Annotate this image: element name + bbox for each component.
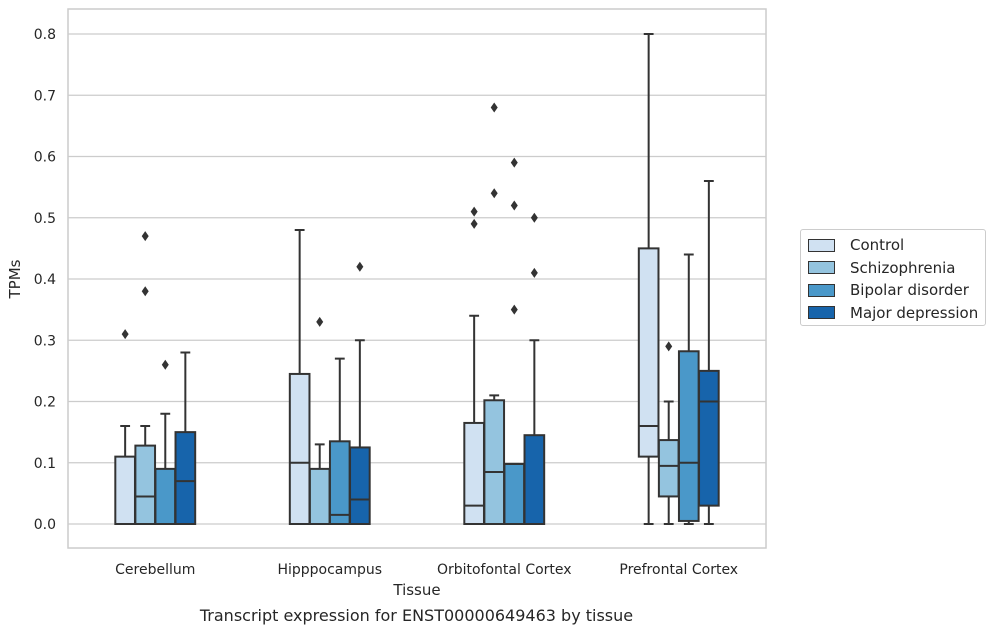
box: [114, 455, 136, 525]
legend-item: Schizophrenia: [808, 258, 955, 278]
legend-label: Control: [850, 236, 905, 254]
outlier-point: [161, 359, 169, 370]
legend-item: Control: [808, 235, 904, 255]
x-tick-label: Prefrontal Cortex: [619, 562, 738, 578]
y-tick-label: 0.6: [34, 150, 56, 166]
outlier-point: [510, 200, 518, 211]
legend-item: Bipolar disorder: [808, 280, 969, 300]
legend-item: Major depression: [808, 303, 978, 323]
outlier-point: [490, 102, 498, 113]
chart-caption: Transcript expression for ENST0000064946…: [199, 606, 634, 625]
box: [523, 434, 546, 525]
outlier-point: [530, 267, 538, 278]
box: [698, 369, 720, 507]
box: [657, 439, 680, 498]
series-schizophrenia: [134, 102, 680, 526]
box: [134, 444, 157, 526]
y-axis-ticks: 0.0 0.1 0.2 0.3 0.4 0.5 0.6 0.7 0.8: [34, 27, 56, 533]
y-tick-label: 0.5: [34, 211, 56, 227]
legend-swatch: [808, 238, 835, 252]
box: [308, 467, 331, 525]
outlier-point: [470, 218, 478, 229]
legend-label: Schizophrenia: [850, 258, 956, 277]
series-control: [114, 33, 660, 525]
box: [483, 399, 506, 525]
outlier-point: [665, 341, 673, 352]
outlier-point: [510, 304, 518, 315]
box-plot-series: [114, 33, 720, 526]
series-bipolar-disorder: [154, 157, 700, 526]
outlier-point: [356, 261, 364, 272]
y-tick-label: 0.3: [34, 333, 56, 349]
box: [463, 421, 485, 525]
legend: Control Schizophrenia Bipolar disorder Majo…: [800, 229, 986, 326]
outlier-point: [530, 212, 538, 223]
legend-label: Bipolar disorder: [850, 281, 969, 299]
box: [154, 467, 177, 525]
box: [174, 431, 197, 525]
outlier-point: [121, 329, 129, 340]
series-major-depression: [174, 180, 720, 525]
box: [349, 446, 371, 525]
legend-swatch: [808, 283, 835, 297]
x-tick-label: Orbitofontal Cortex: [437, 562, 572, 578]
legend-label: Major depression: [850, 303, 979, 322]
y-tick-label: 0.8: [34, 27, 56, 43]
y-tick-label: 0.7: [34, 88, 56, 104]
x-tick-label: Hipppocampus: [277, 562, 382, 578]
outlier-point: [510, 157, 518, 168]
y-tick-label: 0.1: [34, 456, 56, 472]
box: [328, 440, 351, 525]
plot-frame: [67, 8, 767, 549]
y-tick-label: 0.4: [34, 272, 56, 288]
outlier-point: [316, 316, 324, 327]
outlier-point: [141, 286, 149, 297]
box: [503, 462, 526, 526]
box: [288, 372, 311, 525]
legend-swatch: [808, 261, 835, 274]
box: [677, 350, 700, 522]
y-tick-label: 0.0: [34, 517, 56, 533]
outlier-point: [490, 188, 498, 199]
box: [637, 247, 660, 458]
outlier-point: [470, 206, 478, 217]
legend-swatch: [808, 306, 835, 319]
outlier-point: [141, 231, 149, 242]
y-tick-label: 0.2: [34, 395, 56, 411]
x-axis-ticks: Cerebellum Hipppocampus Orbitofontal Corte…: [115, 562, 738, 578]
x-tick-label: Cerebellum: [115, 562, 195, 578]
y-axis-label: TPMs: [6, 259, 24, 299]
x-axis-label: Tissue: [392, 581, 440, 599]
